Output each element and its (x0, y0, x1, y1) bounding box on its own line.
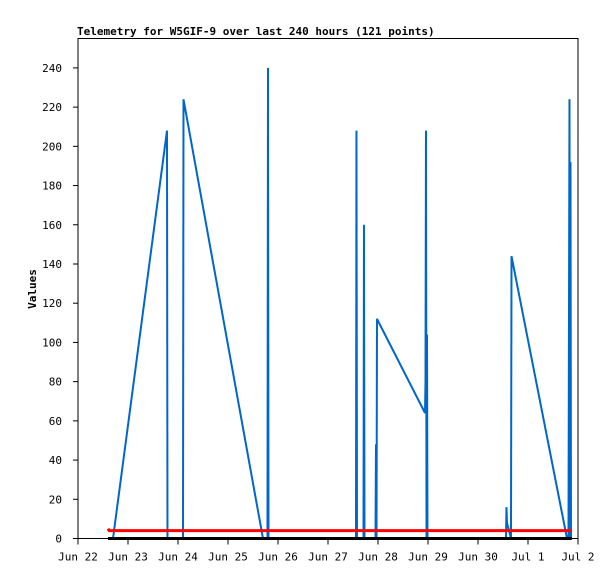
x-tick-label: Jun 30 (458, 551, 498, 564)
x-tick-label: Jun 25 (208, 551, 248, 564)
x-tick-label: Jun 29 (408, 551, 448, 564)
y-tick-label: 60 (49, 415, 62, 428)
x-tick-label: Jul 2 (561, 551, 594, 564)
y-tick-label: 240 (42, 62, 62, 75)
chart-title: Telemetry for W5GIF-9 over last 240 hour… (77, 25, 435, 38)
x-tick-label: Jun 27 (308, 551, 348, 564)
y-tick-label: 80 (49, 376, 62, 389)
y-axis-label: Values (26, 269, 39, 309)
x-tick-label: Jun 23 (108, 551, 148, 564)
series-layer (106, 67, 572, 540)
y-tick-label: 220 (42, 101, 62, 114)
y-axis: 0 20 40 60 80 100 120 140 160 180 200 220 240 (42, 62, 78, 546)
x-axis: Jun 22 Jun 23 Jun 24 Jun 25 Jun 26 Jun 27 Jun … (58, 538, 595, 564)
y-tick-label: 140 (42, 258, 62, 271)
y-tick-label: 180 (42, 180, 62, 193)
x-tick-label: Jun 26 (258, 551, 298, 564)
y-tick-label: 20 (49, 493, 62, 506)
x-tick-label: Jul 1 (511, 551, 544, 564)
x-tick-label: Jun 28 (358, 551, 398, 564)
y-tick-label: 200 (42, 140, 62, 153)
y-tick-label: 100 (42, 336, 62, 349)
y-tick-label: 160 (42, 219, 62, 232)
series-line-2 (106, 527, 572, 533)
y-tick-label: 120 (42, 297, 62, 310)
y-tick-label: 40 (49, 454, 62, 467)
x-tick-label: Jun 24 (158, 551, 198, 564)
y-tick-label: 0 (55, 533, 62, 546)
x-tick-label: Jun 22 (58, 551, 98, 564)
